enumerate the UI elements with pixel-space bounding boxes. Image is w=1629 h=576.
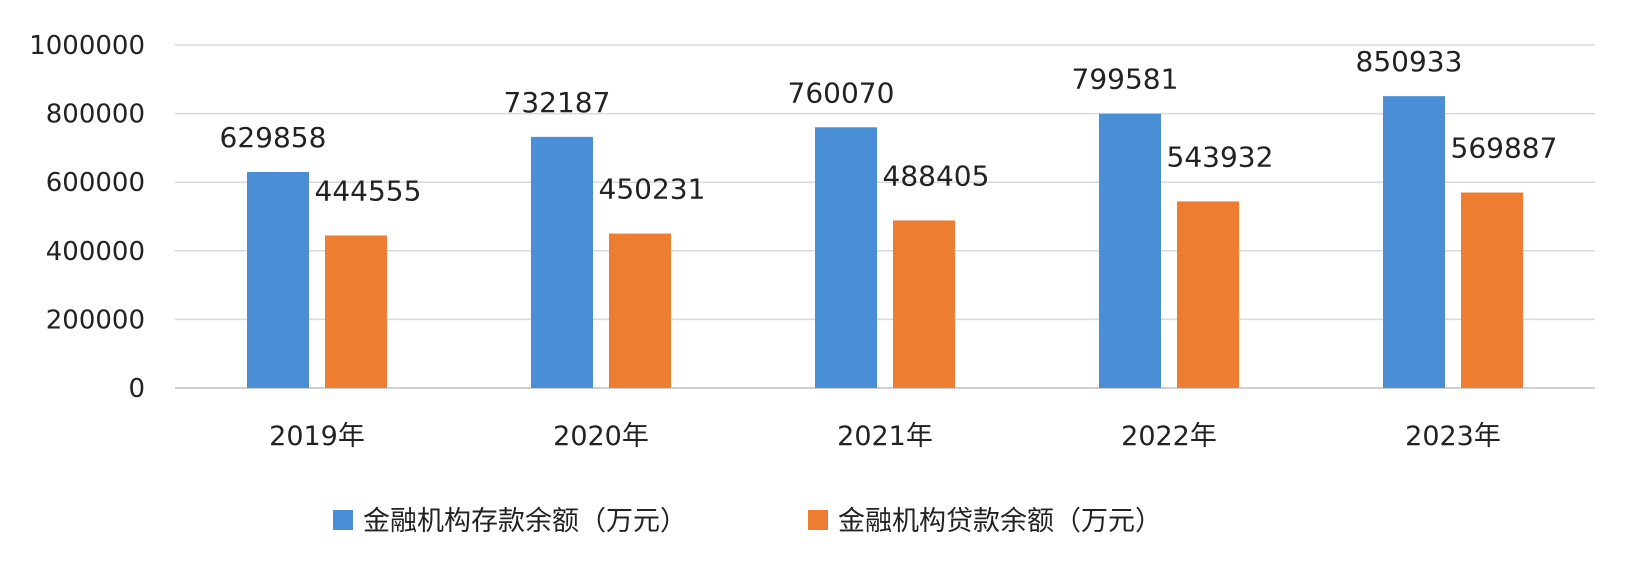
deposit-bar [531, 136, 593, 388]
deposit-data-label: 629858 [220, 121, 327, 154]
y-tick-label: 800000 [46, 100, 145, 130]
data-labels: 629858 444555 732187 450231 760070 488405 7995… [220, 45, 1558, 207]
loan-bar [893, 220, 955, 388]
deposit-data-label: 732187 [504, 86, 611, 119]
deposit-data-label: 799581 [1072, 63, 1179, 96]
x-category-label: 2022年 [1121, 421, 1217, 452]
x-axis-category-labels: 2019年 2020年 2021年 2022年 2023年 [269, 421, 1501, 452]
deposit-data-label: 850933 [1356, 45, 1463, 78]
loan-data-label: 543932 [1167, 140, 1274, 173]
legend-label-loan: 金融机构贷款余额（万元） [838, 506, 1162, 537]
legend: 金融机构存款余额（万元） 金融机构贷款余额（万元） [333, 506, 1162, 537]
loan-data-label: 444555 [315, 175, 422, 208]
loan-bar [325, 235, 387, 388]
y-tick-label: 0 [128, 374, 145, 404]
legend-label-deposit: 金融机构存款余额（万元） [363, 506, 687, 537]
loan-data-label: 450231 [599, 173, 706, 206]
loan-data-label: 488405 [883, 159, 990, 192]
deposit-bar [247, 171, 309, 388]
y-tick-label: 600000 [46, 168, 145, 198]
y-tick-label: 400000 [46, 237, 145, 267]
loan-bar [1461, 192, 1523, 388]
deposit-bar [1099, 113, 1161, 388]
gridlines [175, 44, 1595, 389]
loan-data-label: 569887 [1451, 132, 1558, 165]
y-tick-label: 1000000 [29, 31, 145, 61]
legend-swatch-deposit [333, 510, 353, 530]
x-category-label: 2021年 [837, 421, 933, 452]
x-category-label: 2019年 [269, 421, 365, 452]
legend-swatch-loan [808, 510, 828, 530]
y-axis-tick-labels: 0 200000 400000 600000 800000 1000000 [29, 31, 145, 404]
deposit-bar [815, 127, 877, 388]
x-category-label: 2020年 [553, 421, 649, 452]
deposit-bar [1383, 96, 1445, 389]
loan-bar [609, 233, 671, 388]
x-category-label: 2023年 [1405, 421, 1501, 452]
y-tick-label: 200000 [46, 305, 145, 335]
loan-bar [1177, 201, 1239, 388]
deposit-data-label: 760070 [788, 76, 895, 109]
bars [247, 96, 1523, 389]
